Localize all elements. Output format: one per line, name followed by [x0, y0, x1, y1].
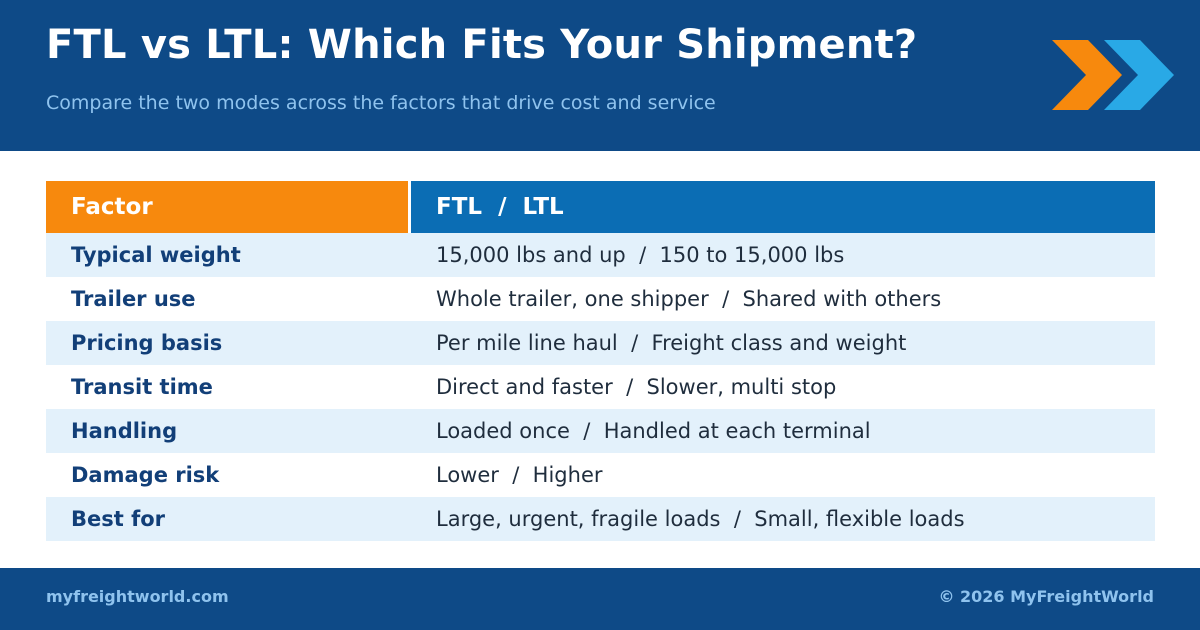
table-row: Trailer use Whole trailer, one shipper / … [46, 277, 1155, 321]
row-comparison-value: Per mile line haul / Freight class and w… [436, 331, 907, 355]
row-factor-label: Pricing basis [71, 331, 223, 355]
table-row: Handling Loaded once / Handled at each te… [46, 409, 1155, 453]
table-body: Typical weight 15,000 lbs and up / 150 to… [46, 233, 1155, 541]
table-row: Typical weight 15,000 lbs and up / 150 to… [46, 233, 1155, 277]
row-factor-label: Typical weight [71, 243, 241, 267]
row-comparison-value: Large, urgent, fragile loads / Small, fl… [436, 507, 965, 531]
blue-chevron [1104, 40, 1174, 110]
footer-website[interactable]: myfreightworld.com [46, 587, 229, 606]
orange-chevron [1052, 40, 1122, 110]
row-factor-label: Transit time [71, 375, 213, 399]
table-row: Pricing basis Per mile line haul / Freigh… [46, 321, 1155, 365]
row-comparison-value: Whole trailer, one shipper / Shared with… [436, 287, 942, 311]
comparison-table: Factor FTL / LTL Typical weight 15,000 lb… [46, 181, 1155, 541]
row-factor-label: Best for [71, 507, 166, 531]
row-comparison-value: Lower / Higher [436, 463, 603, 487]
header-banner: FTL vs LTL: Which Fits Your Shipment? Co… [0, 0, 1200, 151]
column-header-factor: Factor [46, 181, 408, 233]
footer-bar: myfreightworld.com © 2026 MyFreightWorld [0, 568, 1200, 630]
page-subtitle: Compare the two modes across the factors… [46, 92, 716, 114]
table-row: Damage risk Lower / Higher [46, 453, 1155, 497]
column-header-ftl-ltl: FTL / LTL [411, 181, 1155, 233]
footer-copyright: © 2026 MyFreightWorld [938, 587, 1154, 606]
row-comparison-value: 15,000 lbs and up / 150 to 15,000 lbs [436, 243, 845, 267]
page-title: FTL vs LTL: Which Fits Your Shipment? [46, 22, 918, 68]
double-chevron-right-icon [1052, 40, 1174, 110]
row-comparison-value: Loaded once / Handled at each terminal [436, 419, 871, 443]
row-factor-label: Damage risk [71, 463, 220, 487]
table-row: Best for Large, urgent, fragile loads / S… [46, 497, 1155, 541]
row-factor-label: Handling [71, 419, 178, 443]
row-factor-label: Trailer use [71, 287, 196, 311]
row-comparison-value: Direct and faster / Slower, multi stop [436, 375, 837, 399]
table-header: Factor FTL / LTL [46, 181, 1155, 233]
table-row: Transit time Direct and faster / Slower, … [46, 365, 1155, 409]
